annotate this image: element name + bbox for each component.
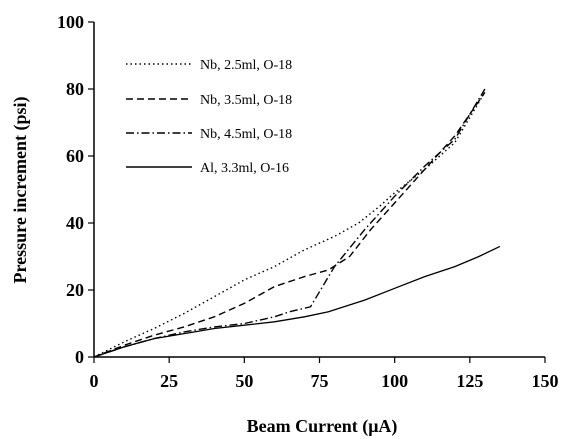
series-line <box>93 91 486 358</box>
series-layer <box>93 88 501 358</box>
x-axis-label: Beam Current (μA) <box>247 416 398 437</box>
x-tick-label: 0 <box>90 371 99 391</box>
legend-label: Nb, 2.5ml, O-18 <box>200 58 292 73</box>
legend-label: Nb, 3.5ml, O-18 <box>200 93 292 108</box>
x-tick-label: 50 <box>235 371 253 391</box>
y-tick-label: 20 <box>66 280 84 300</box>
series-line <box>93 245 501 358</box>
y-axis-ticks: 0 20 40 60 80 100 <box>57 12 94 367</box>
axes <box>93 22 545 358</box>
x-tick-label: 75 <box>311 371 329 391</box>
x-axis-ticks: 0 25 50 75 100 125 150 <box>90 357 559 391</box>
y-tick-label: 0 <box>75 347 84 367</box>
legend-label: Nb, 4.5ml, O-18 <box>200 127 292 142</box>
y-tick-label: 60 <box>66 146 84 166</box>
x-tick-label: 150 <box>532 371 559 391</box>
legend-label: Al, 3.3ml, O-16 <box>200 161 289 176</box>
y-tick-label: 40 <box>66 213 84 233</box>
x-tick-label: 25 <box>160 371 178 391</box>
y-axis-label: Pressure increment (psi) <box>10 97 31 284</box>
series-line <box>93 91 486 358</box>
y-tick-label: 100 <box>57 12 84 32</box>
x-tick-label: 125 <box>456 371 483 391</box>
legend: Nb, 2.5ml, O-18 Nb, 3.5ml, O-18 Nb, 4.5ml,… <box>126 58 292 176</box>
x-tick-label: 100 <box>381 371 408 391</box>
y-tick-label: 80 <box>66 79 84 99</box>
